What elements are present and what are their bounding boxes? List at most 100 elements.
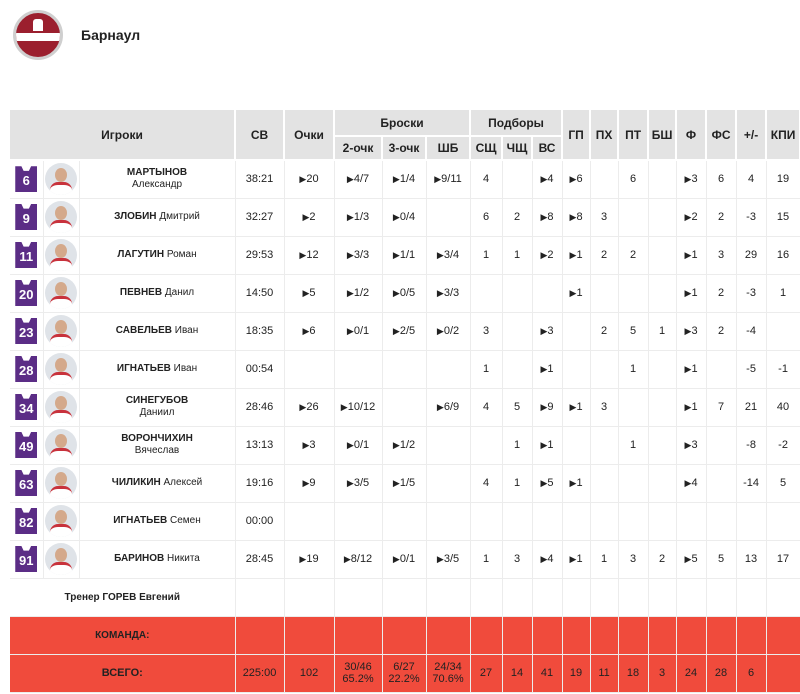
col-time[interactable]: СВ [235,110,286,161]
col-two-pt[interactable]: 2-очк [334,136,384,161]
play-icon[interactable]: ▶ [684,478,692,488]
play-icon[interactable]: ▶ [684,250,692,260]
play-icon[interactable]: ▶ [302,212,310,222]
player-name[interactable]: ИГНАТЬЕВ Семен [79,502,236,541]
table-row[interactable]: 28 ИГНАТЬЕВ Иван 00:54 1 ▶1 1 ▶1 -5 -1 [10,350,800,389]
player-name[interactable]: ПЕВНЕВ Данил [79,274,236,313]
play-icon[interactable]: ▶ [302,326,310,336]
play-icon[interactable]: ▶ [684,402,692,412]
play-icon[interactable]: ▶ [346,326,354,336]
play-icon[interactable]: ▶ [302,478,310,488]
play-icon[interactable]: ▶ [392,174,400,185]
player-name[interactable]: ЛАГУТИН Роман [79,236,236,275]
play-icon[interactable]: ▶ [346,250,354,260]
play-icon[interactable]: ▶ [392,554,400,564]
table-row[interactable]: 49 ВОРОНЧИХИН Вячеслав 13:13 ▶3 ▶0/1 ▶1/2 1 ▶1 1 ▶… [10,426,800,465]
table-row[interactable]: 11 ЛАГУТИН Роман 29:53 ▶12 ▶3/3 ▶1/1 ▶3/4 1 1 ▶2 ▶… [10,236,800,275]
play-icon[interactable]: ▶ [299,554,307,564]
col-free-throws[interactable]: ШБ [426,136,472,161]
player-name[interactable]: МАРТЫНОВ Александр [79,160,236,199]
play-icon[interactable]: ▶ [436,326,444,336]
player-name[interactable]: ИГНАТЬЕВ Иван [79,350,236,389]
play-icon[interactable]: ▶ [684,364,692,374]
play-icon[interactable]: ▶ [392,440,400,450]
col-blocks[interactable]: БШ [648,110,678,161]
col-points[interactable]: Очки [284,110,336,161]
col-players[interactable]: Игроки [10,110,237,161]
play-icon[interactable]: ▶ [569,174,577,185]
play-icon[interactable]: ▶ [684,326,692,336]
play-icon[interactable]: ▶ [540,250,548,260]
play-icon[interactable]: ▶ [392,478,400,488]
play-icon[interactable]: ▶ [434,174,442,185]
col-off-reb[interactable]: ЧЩ [502,136,534,161]
avatar [45,543,77,575]
play-icon[interactable]: ▶ [569,402,577,412]
play-icon[interactable]: ▶ [569,288,577,298]
play-icon[interactable]: ▶ [436,288,444,298]
play-icon[interactable]: ▶ [684,440,692,450]
col-def-reb[interactable]: СЩ [470,136,504,161]
play-icon[interactable]: ▶ [540,554,548,564]
col-fouls[interactable]: Ф [676,110,708,161]
play-icon[interactable]: ▶ [392,250,400,260]
col-efficiency[interactable]: КПИ [766,110,800,161]
table-row[interactable]: 63 ЧИЛИКИН Алексей 19:16 ▶9 ▶3/5 ▶1/5 4 1 ▶5 ▶1 ▶4… [10,464,800,503]
play-icon[interactable]: ▶ [569,478,577,488]
player-name[interactable]: БАРИНОВ Никита [79,540,236,579]
play-icon[interactable]: ▶ [392,326,400,336]
play-icon[interactable]: ▶ [684,174,692,185]
play-icon[interactable]: ▶ [392,212,400,222]
table-row[interactable]: 6 МАРТЫНОВ Александр 38:21 ▶20 ▶4/7 ▶1/4 ▶9/11 4… [10,160,800,199]
play-icon[interactable]: ▶ [540,174,548,185]
play-icon[interactable]: ▶ [302,288,310,298]
play-icon[interactable]: ▶ [540,326,548,336]
col-three-pt[interactable]: 3-очк [382,136,428,161]
play-icon[interactable]: ▶ [540,402,548,412]
col-turnovers[interactable]: ПТ [618,110,650,161]
player-name[interactable]: САВЕЛЬЕВ Иван [79,312,236,351]
play-icon[interactable]: ▶ [540,212,548,222]
play-icon[interactable]: ▶ [684,288,692,298]
play-icon[interactable]: ▶ [684,212,692,222]
play-icon[interactable]: ▶ [302,440,310,450]
table-row[interactable]: 82 ИГНАТЬЕВ Семен 00:00 [10,502,800,541]
play-icon[interactable]: ▶ [340,402,348,412]
player-points: ▶5 [284,274,335,313]
player-efficiency: 40 [766,388,800,427]
table-row[interactable]: 34 СИНЕГУБОВ Даниил 28:46 ▶26 ▶10/12 ▶6/9 4 5 ▶9 ▶… [10,388,800,427]
play-icon[interactable]: ▶ [540,440,548,450]
table-row[interactable]: 91 БАРИНОВ Никита 28:45 ▶19 ▶8/12 ▶0/1 ▶3/5 1 3 ▶… [10,540,800,579]
play-icon[interactable]: ▶ [299,402,307,412]
play-icon[interactable]: ▶ [569,250,577,260]
play-icon[interactable]: ▶ [346,174,354,185]
play-icon[interactable]: ▶ [569,212,577,222]
play-icon[interactable]: ▶ [346,288,354,298]
play-icon[interactable]: ▶ [343,554,351,564]
table-row[interactable]: 9 ЗЛОБИН Дмитрий 32:27 ▶2 ▶1/3 ▶0/4 6 2 ▶8 ▶8 3 ▶2 2… [10,198,800,237]
play-icon[interactable]: ▶ [436,250,444,260]
table-row[interactable]: 23 САВЕЛЬЕВ Иван 18:35 ▶6 ▶0/1 ▶2/5 ▶0/2 3 ▶3 2 5 1… [10,312,800,351]
play-icon[interactable]: ▶ [540,478,548,488]
play-icon[interactable]: ▶ [569,554,577,564]
play-icon[interactable]: ▶ [540,364,548,374]
play-icon[interactable]: ▶ [346,212,354,222]
col-plus-minus[interactable]: +/- [736,110,768,161]
play-icon[interactable]: ▶ [436,554,444,564]
player-name[interactable]: ЗЛОБИН Дмитрий [79,198,236,237]
play-icon[interactable]: ▶ [684,554,692,564]
col-steals[interactable]: ПХ [590,110,620,161]
player-name[interactable]: СИНЕГУБОВ Даниил [79,388,236,427]
play-icon[interactable]: ▶ [299,250,307,260]
col-fouls-drawn[interactable]: ФС [706,110,738,161]
player-name[interactable]: ЧИЛИКИН Алексей [79,464,236,503]
player-name[interactable]: ВОРОНЧИХИН Вячеслав [79,426,236,465]
play-icon[interactable]: ▶ [436,402,444,412]
play-icon[interactable]: ▶ [346,440,354,450]
col-tot-reb[interactable]: ВС [532,136,564,161]
table-row[interactable]: 20 ПЕВНЕВ Данил 14:50 ▶5 ▶1/2 ▶0/5 ▶3/3 ▶1 ▶1 2 -3… [10,274,800,313]
col-assists[interactable]: ГП [562,110,592,161]
play-icon[interactable]: ▶ [392,288,400,298]
play-icon[interactable]: ▶ [299,174,307,185]
play-icon[interactable]: ▶ [346,478,354,488]
